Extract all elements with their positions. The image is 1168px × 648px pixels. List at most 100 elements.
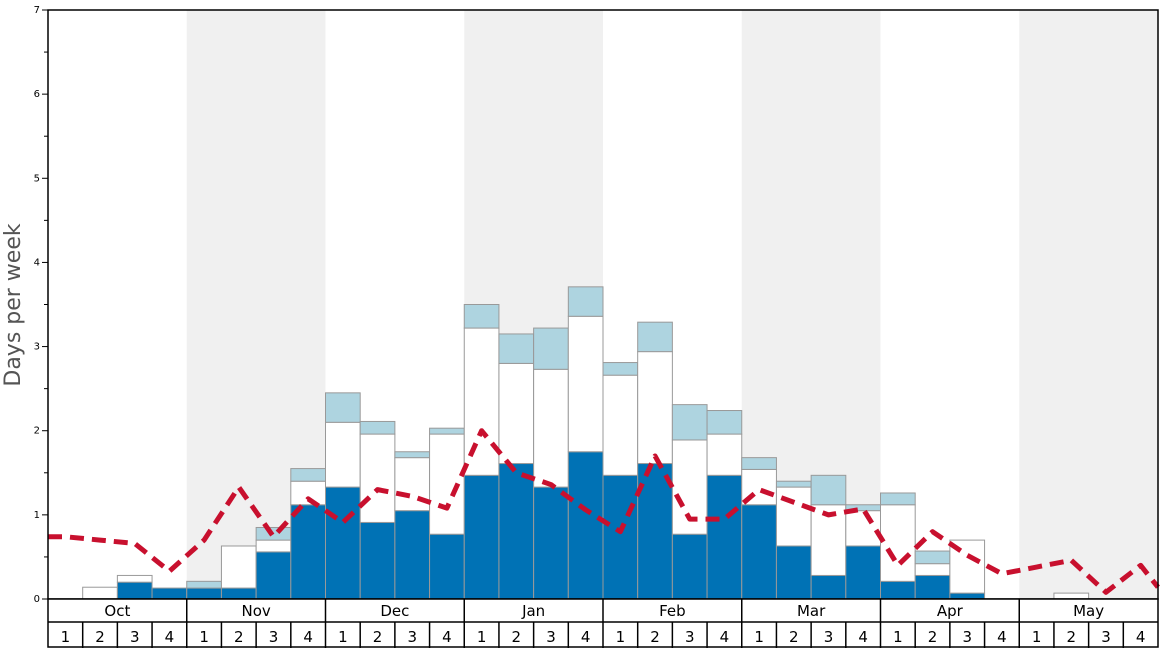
bar-segment	[845, 545, 881, 600]
y-tick-label: 7	[34, 5, 40, 16]
week-label: 4	[858, 628, 868, 646]
week-label: 2	[928, 628, 938, 646]
y-tick-label: 5	[34, 173, 40, 184]
bar-segment	[741, 504, 777, 600]
month-label: Apr	[937, 602, 964, 620]
y-tick-label: 3	[34, 342, 40, 353]
bar-segment	[186, 587, 222, 600]
month-label: Oct	[104, 602, 130, 620]
week-label: 4	[581, 628, 591, 646]
bar-segment	[810, 474, 847, 506]
bar-segment	[463, 304, 500, 329]
week-label: 4	[303, 628, 313, 646]
month-label: Jan	[521, 602, 545, 620]
bar-segment	[255, 539, 292, 553]
bar-segment	[880, 504, 916, 582]
bar-segment	[706, 433, 743, 476]
week-label: 3	[962, 628, 972, 646]
bar-segment	[429, 533, 465, 600]
month-bands	[48, 10, 1158, 599]
bar-segment	[637, 351, 673, 465]
week-label: 1	[1032, 628, 1042, 646]
bar-segment	[741, 457, 777, 470]
week-label: 1	[754, 628, 764, 646]
week-label: 2	[373, 628, 383, 646]
week-label: 4	[165, 628, 175, 646]
bar-segment	[914, 550, 951, 565]
month-label: Nov	[241, 602, 270, 620]
bar-segment	[880, 580, 916, 600]
bar-segment	[602, 362, 639, 376]
bar-segment	[359, 433, 396, 523]
bar-segment	[394, 510, 431, 600]
week-label: 1	[199, 628, 209, 646]
bar-segment	[949, 592, 986, 600]
trend-line-path	[48, 428, 1160, 595]
bar-segment	[325, 421, 361, 488]
week-label: 2	[650, 628, 660, 646]
bar-segment	[359, 420, 396, 435]
bar-segment	[116, 574, 153, 583]
bar-segment	[706, 410, 743, 435]
bar-segment	[706, 474, 743, 600]
bar-segment	[255, 551, 292, 600]
y-tick-label: 4	[34, 257, 40, 268]
month-label: Mar	[797, 602, 826, 620]
week-label: 1	[61, 628, 71, 646]
bar-segment	[845, 510, 881, 547]
bar-segment	[914, 563, 951, 576]
y-axis-label: Days per week	[1, 223, 26, 386]
bar-segment	[914, 574, 951, 600]
bar-segment	[880, 492, 916, 506]
week-label: 3	[407, 628, 417, 646]
bar-segment	[151, 587, 188, 600]
bar-segment	[359, 521, 396, 600]
week-label: 3	[130, 628, 140, 646]
week-label: 2	[95, 628, 105, 646]
bar-segment	[775, 486, 812, 547]
x-axis: Oct Nov Dec Jan Feb Mar Apr May 1 2 3 4 1 2 3 4 1 2 3 4 1 2 3 4…	[47, 598, 1159, 648]
week-label: 1	[338, 628, 348, 646]
week-label: 2	[789, 628, 799, 646]
bar-segment	[637, 321, 673, 353]
week-label: 4	[997, 628, 1007, 646]
bar-segment	[394, 451, 431, 459]
bar-segment	[602, 474, 639, 600]
bar-segment	[429, 427, 465, 435]
y-tick-label: 0	[34, 594, 40, 605]
bar-segment	[220, 545, 257, 589]
bar-segment	[498, 333, 535, 364]
bar-segment	[290, 504, 326, 600]
bar-segment	[533, 486, 569, 600]
week-label: 4	[720, 628, 730, 646]
bar-segment	[810, 574, 847, 600]
bar-segment	[602, 374, 639, 476]
week-label: 3	[269, 628, 279, 646]
month-label: Feb	[659, 602, 686, 620]
week-label: 1	[893, 628, 903, 646]
bar-segment	[82, 586, 118, 600]
bar-segment	[671, 404, 708, 441]
month-label: Dec	[380, 602, 409, 620]
y-axis: 0 1 2 3 4 5 6 7	[34, 5, 48, 605]
month-band	[1019, 10, 1158, 599]
bar-segment	[186, 580, 222, 589]
month-label: May	[1073, 602, 1104, 620]
bar-segment	[567, 286, 604, 317]
y-tick-label: 2	[34, 426, 40, 437]
bar-segment	[220, 587, 257, 600]
bar-segment	[498, 362, 535, 465]
week-label: 4	[442, 628, 452, 646]
bar-segment	[533, 327, 569, 370]
week-label: 2	[512, 628, 522, 646]
week-label: 1	[616, 628, 626, 646]
week-label: 3	[546, 628, 556, 646]
bar-segment	[325, 486, 361, 600]
week-label: 3	[685, 628, 695, 646]
bar-segment	[671, 533, 708, 600]
bar-segment	[775, 480, 812, 488]
week-label: 2	[234, 628, 244, 646]
bar-segment	[498, 463, 535, 600]
week-label: 1	[477, 628, 487, 646]
